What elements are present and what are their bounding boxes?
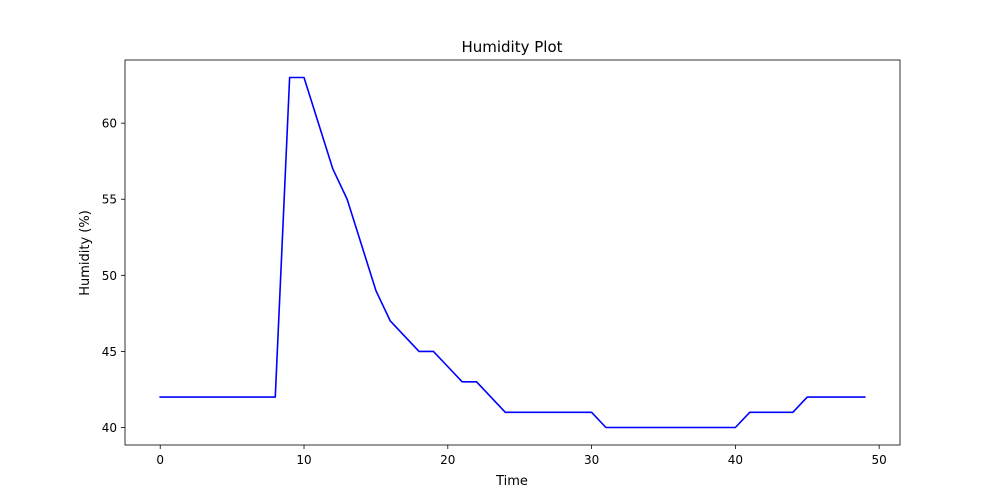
- x-tick-label: 50: [872, 453, 887, 467]
- series-line-0: [159, 76, 866, 429]
- x-tick-label: 10: [296, 453, 311, 467]
- x-tick-label: 0: [156, 453, 164, 467]
- y-tick-label: 50: [102, 269, 117, 283]
- y-tick-label: 40: [102, 421, 117, 435]
- x-tick-label: 30: [584, 453, 599, 467]
- y-axis-label: Humidity (%): [78, 210, 93, 296]
- x-axis-label: Time: [495, 474, 528, 489]
- x-tick-label: 20: [440, 453, 455, 467]
- y-tick-label: 55: [102, 193, 117, 207]
- plot-area: 0 10 20 30 40 50 40 45 50 55 60: [102, 59, 901, 467]
- plot-frame: [124, 59, 901, 446]
- x-tick-label: 40: [728, 453, 743, 467]
- y-tick-label: 45: [102, 345, 117, 359]
- chart-title: Humidity Plot: [461, 38, 562, 56]
- y-tick-label: 60: [102, 117, 117, 131]
